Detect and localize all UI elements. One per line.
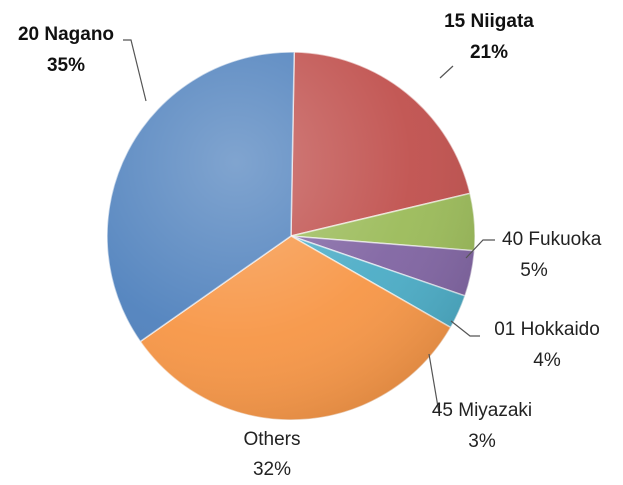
slice-percent-label: 21%	[470, 42, 508, 63]
leader-line	[450, 320, 480, 337]
leader-line	[123, 39, 147, 102]
pie-slices	[106, 51, 476, 421]
slice-label: 01 Hokkaido	[494, 319, 600, 340]
slice-percent-label: 35%	[47, 55, 85, 76]
slice-percent-label: 32%	[253, 459, 291, 480]
slice-label: 45 Miyazaki	[432, 400, 532, 421]
slice-percent-label: 4%	[533, 350, 561, 371]
leader-line	[428, 353, 440, 414]
slice-percent-label: 5%	[520, 260, 548, 281]
slice-label: 40 Fukuoka	[502, 229, 602, 250]
slice-percent-label: 3%	[468, 431, 496, 452]
slice-label: 20 Nagano	[18, 24, 114, 45]
slice-labels: 15 Niigata 21% 40 Fukuoka 5% 01 Hokkaido 4% 45…	[18, 11, 602, 480]
leader-line	[439, 65, 454, 79]
slice-label: Others	[243, 429, 300, 450]
slice-label: 15 Niigata	[444, 11, 534, 32]
leader-line	[465, 239, 495, 259]
leader-lines	[123, 39, 495, 414]
